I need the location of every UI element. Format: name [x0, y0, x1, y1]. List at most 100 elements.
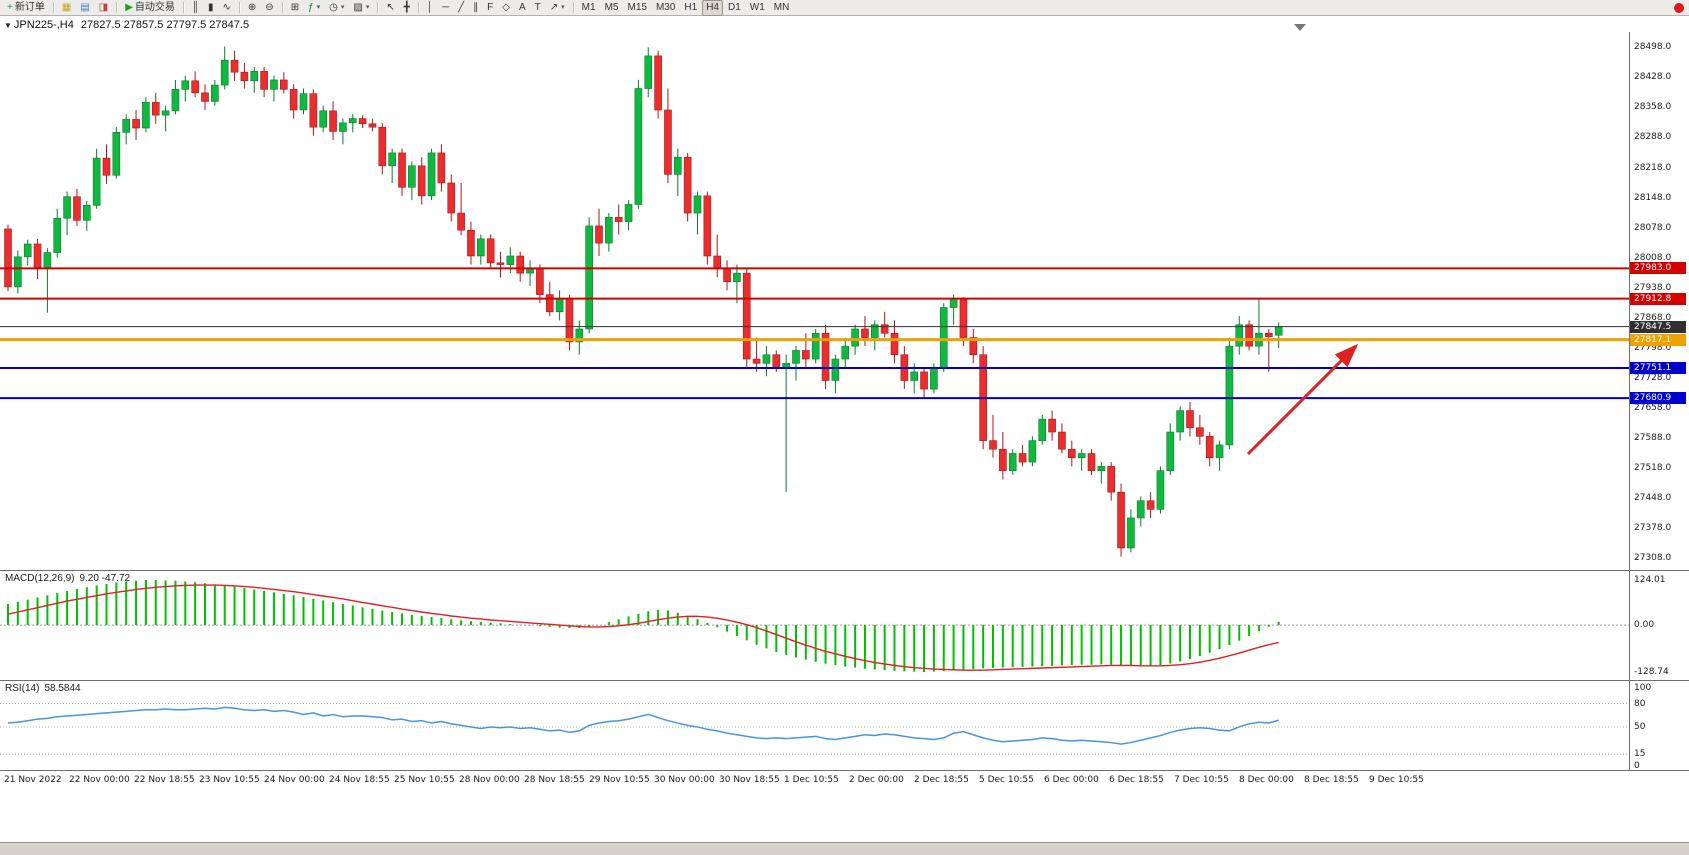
macd-axis-label: 0.00 — [1634, 620, 1655, 631]
time-axis-label: 6 Dec 00:00 — [1044, 775, 1099, 785]
candle — [792, 346, 800, 381]
price-axis[interactable]: 28498.0 28428.0 28358.0 28288.0 28218.0 28148… — [1630, 16, 1689, 842]
line-chart-icon: ∿ — [222, 2, 231, 13]
price-badge-27751.1[interactable]: 27751.1 — [1630, 362, 1686, 374]
chart-canvas[interactable] — [0, 16, 1689, 842]
time-axis-label: 21 Nov 2022 — [4, 775, 62, 785]
time-axis-label: 22 Nov 00:00 — [69, 775, 130, 785]
timeframe-h1-button[interactable]: H1 — [680, 0, 701, 16]
candle — [33, 238, 42, 280]
chart-shift-marker[interactable] — [1294, 24, 1306, 31]
macd-name: MACD(12,26,9) — [5, 573, 75, 584]
candle — [1028, 436, 1037, 467]
rsi-axis-label: 0 — [1634, 761, 1640, 771]
candle — [220, 46, 229, 90]
price-axis-label: 27378.0 — [1634, 523, 1672, 534]
cursor-button[interactable]: ↖ — [382, 0, 398, 16]
hlines-layer — [0, 267, 1629, 400]
timeframe-w1-button[interactable]: W1 — [746, 0, 769, 16]
bar-chart-button[interactable]: ║ — [188, 0, 203, 16]
crosshair-button[interactable]: ╋ — [400, 0, 414, 16]
time-axis-label: 6 Dec 18:55 — [1109, 775, 1164, 785]
toolbar-separator — [238, 2, 240, 13]
candle — [191, 71, 199, 98]
toolbar-separator — [281, 2, 283, 13]
price-axis-label: 28218.0 — [1634, 162, 1672, 173]
candle — [762, 346, 771, 377]
toolbar-separator — [377, 2, 379, 13]
shapes-icon: ◇ — [502, 2, 510, 13]
charts-button[interactable]: ▦ — [58, 0, 75, 16]
zoom-in-button[interactable]: ⊕ — [244, 0, 260, 16]
auto-trading-button[interactable]: ▶ 自动交易 — [121, 0, 179, 16]
time-axis-label: 2 Dec 18:55 — [914, 775, 969, 785]
candle — [1176, 406, 1184, 441]
timeframe-m1-button[interactable]: M1 — [578, 0, 600, 16]
text-button[interactable]: A — [515, 0, 530, 16]
channel-button[interactable]: ∥ — [469, 0, 482, 16]
time-axis-label: 2 Dec 00:00 — [849, 775, 904, 785]
candle — [713, 234, 722, 278]
arrows-button[interactable]: ↗ ▾ — [546, 0, 569, 16]
candlestick-chart-button[interactable]: ▮ — [204, 0, 218, 16]
time-axis[interactable]: 21 Nov 2022 22 Nov 00:00 22 Nov 18:55 23 No… — [0, 773, 1689, 788]
candle — [270, 75, 278, 102]
timeframe-h4-button[interactable]: H4 — [702, 0, 723, 16]
candle — [23, 239, 32, 266]
candle — [319, 105, 328, 133]
timeframe-m30-button[interactable]: M30 — [652, 0, 679, 16]
price-badge-27847.5[interactable]: 27847.5 — [1630, 320, 1686, 333]
timeframe-m5-button-label: M5 — [604, 1, 619, 13]
line-chart-button[interactable]: ∿ — [219, 0, 235, 16]
trend-arrow-annotation[interactable] — [1246, 343, 1359, 456]
new-order-button[interactable]: + 新订单 — [3, 0, 49, 16]
candle — [999, 432, 1007, 480]
tile-windows-button[interactable]: ⊞ — [287, 0, 303, 16]
indicators-button[interactable]: ƒ ▾ — [304, 0, 324, 16]
periods-icon: ◷ — [329, 2, 338, 13]
profiles-button[interactable]: ▤ — [76, 0, 93, 16]
templates-button[interactable]: ▨ ▾ — [349, 0, 373, 16]
price-badge-27680.9[interactable]: 27680.9 — [1630, 392, 1686, 405]
vertical-line-icon: │ — [426, 2, 434, 13]
price-badge-27912.8[interactable]: 27912.8 — [1630, 292, 1686, 305]
candle — [536, 264, 544, 304]
shapes-button[interactable]: ◇ — [498, 0, 514, 16]
trendline-button[interactable]: ╱ — [454, 0, 468, 16]
horizontal-line-button[interactable]: ─ — [438, 0, 453, 16]
candle — [476, 234, 485, 265]
chevron-down-icon: ▾ — [365, 3, 370, 11]
candle — [1087, 449, 1096, 475]
candle — [723, 260, 731, 291]
candle — [1048, 410, 1056, 441]
new-order-icon: + — [7, 2, 13, 13]
price-badge-27817.1[interactable]: 27817.1 — [1630, 333, 1686, 346]
candle — [1196, 414, 1204, 445]
candle — [742, 268, 751, 368]
timeframe-m5-button[interactable]: M5 — [601, 0, 623, 16]
fibonacci-button[interactable]: F — [483, 0, 497, 16]
toolbar: + 新订单 ▦ ▤ ◨ ▶ 自动交易 ║ ▮ ∿ ⊕ ⊖ ⊞ ƒ ▾ ◷ ▾ ▨ ▾ ↖ ╋ │ ─ ╱ ∥ F ◇ A T ↗ ▾ M1 M5… — [0, 0, 1689, 16]
price-badge-27983.0[interactable]: 27983.0 — [1630, 262, 1686, 275]
candle — [605, 213, 613, 252]
timeframe-m15-button[interactable]: M15 — [623, 0, 650, 16]
bar-chart-icon: ║ — [191, 2, 199, 13]
rsi-axis-label: 100 — [1634, 682, 1652, 693]
toolbar-separator — [182, 2, 184, 13]
candle — [348, 114, 357, 133]
text-label-button[interactable]: T — [531, 0, 545, 16]
vertical-line-button[interactable]: │ — [423, 0, 437, 16]
chart-menu-icon[interactable]: ▼ — [4, 21, 12, 30]
timeframe-mn-button[interactable]: MN — [770, 0, 794, 16]
zoom-out-button[interactable]: ⊖ — [261, 0, 277, 16]
timeframe-d1-button-label: D1 — [727, 1, 741, 13]
terminal-button[interactable]: ◨ — [95, 0, 112, 16]
time-axis-label: 5 Dec 10:55 — [979, 775, 1034, 785]
toolbar-separator — [572, 2, 574, 13]
candle — [250, 67, 259, 93]
timeframe-d1-button[interactable]: D1 — [724, 0, 745, 16]
candle — [585, 217, 593, 334]
periods-button[interactable]: ◷ ▾ — [325, 0, 348, 16]
notification-badge[interactable] — [1674, 2, 1684, 13]
chart-ohlc-values: 27827.5 27857.5 27797.5 27847.5 — [80, 19, 250, 31]
